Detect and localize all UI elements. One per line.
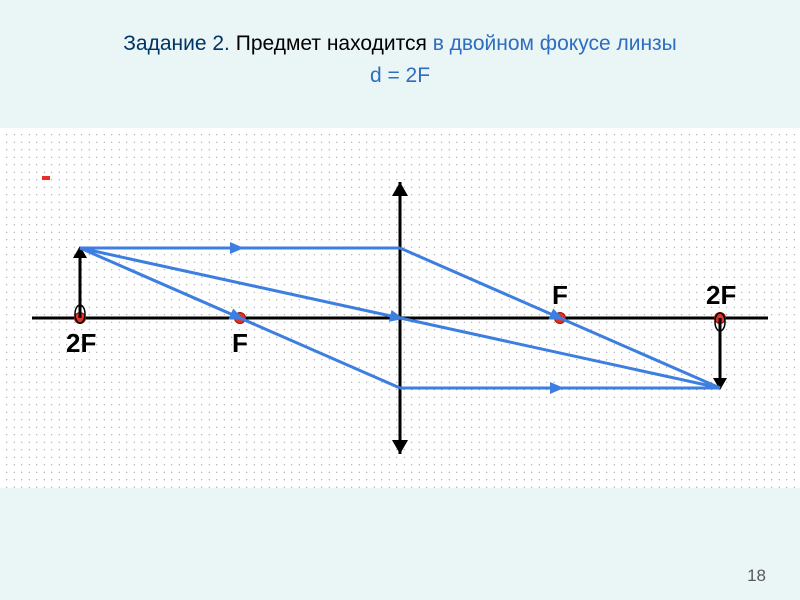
title-prefix: Задание 2. [123, 32, 230, 55]
svg-text:F: F [232, 328, 248, 358]
task-title: Задание 2. Предмет находится в двойном ф… [0, 0, 800, 91]
svg-text:2F: 2F [66, 328, 96, 358]
title-highlight: в двойном фокусе линзы [433, 32, 677, 55]
svg-text:2F: 2F [706, 280, 736, 310]
title-equation: d = 2F [370, 64, 430, 87]
page-number: 18 [747, 566, 766, 586]
optics-diagram: 2F F F 2F [0, 128, 800, 488]
svg-text:F: F [552, 280, 568, 310]
grid-canvas: 2F F F 2F [0, 128, 800, 488]
title-mid: Предмет находится [236, 32, 427, 55]
